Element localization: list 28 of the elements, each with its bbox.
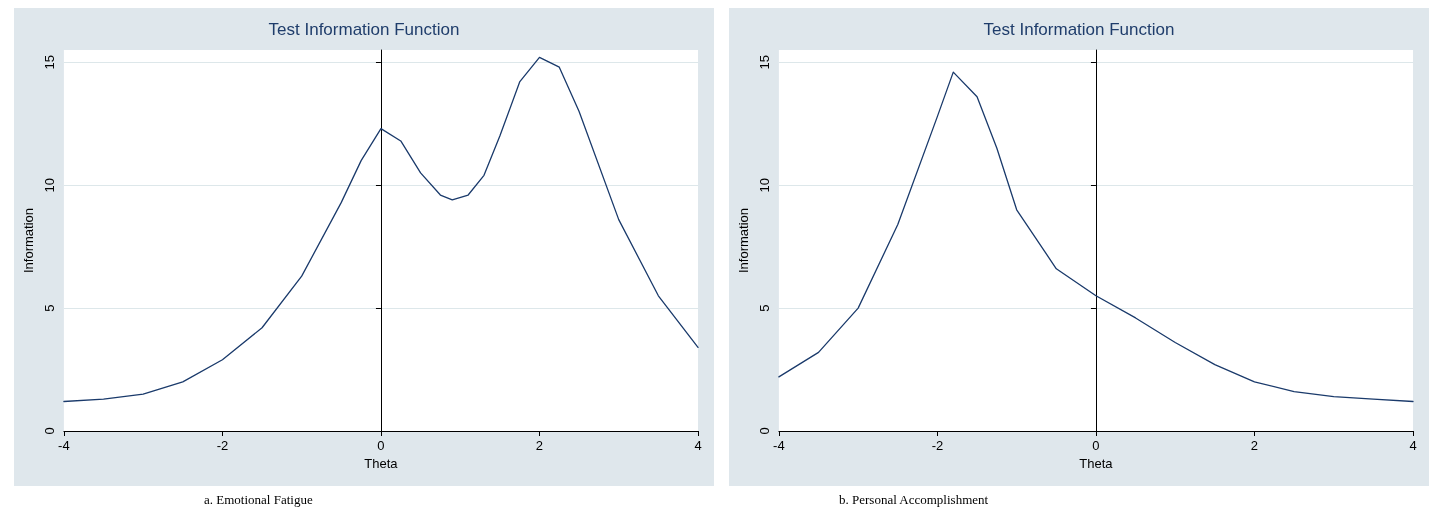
x-tick-label: 4	[694, 438, 702, 453]
x-tick-label: 4	[1409, 438, 1417, 453]
y-tick-label: 10	[756, 177, 772, 193]
x-axis-title: Theta	[364, 455, 399, 471]
chart-title: Test Information Function	[268, 20, 460, 39]
y-tick-label: 10	[41, 177, 57, 193]
x-tick-label: 0	[377, 438, 385, 453]
text: b. Personal Accomplishment	[838, 492, 990, 508]
y-tick-label: 5	[756, 304, 772, 312]
x-tick-label: -4	[58, 438, 70, 453]
y-axis-title: Information	[736, 207, 751, 274]
y-tick-label: 15	[41, 55, 57, 70]
chart-title: Test Information Function	[983, 20, 1175, 39]
y-tick-label: 0	[756, 427, 772, 435]
x-tick-label: 2	[535, 438, 544, 453]
x-tick-label: 0	[1092, 438, 1100, 453]
y-axis-title: Information	[21, 207, 36, 274]
line-series	[63, 56, 699, 403]
y-tick-label: 0	[41, 427, 57, 435]
x-tick-label: -2	[931, 438, 944, 453]
x-axis-title: Theta	[1079, 455, 1114, 471]
x-tick-label: -4	[773, 438, 785, 453]
y-tick-label: 5	[41, 304, 57, 312]
x-tick-label: -2	[216, 438, 229, 453]
line-series	[778, 71, 1414, 403]
text: a. Emotional Fatigue	[203, 492, 314, 508]
y-tick-label: 15	[756, 55, 772, 70]
x-tick-label: 2	[1250, 438, 1259, 453]
